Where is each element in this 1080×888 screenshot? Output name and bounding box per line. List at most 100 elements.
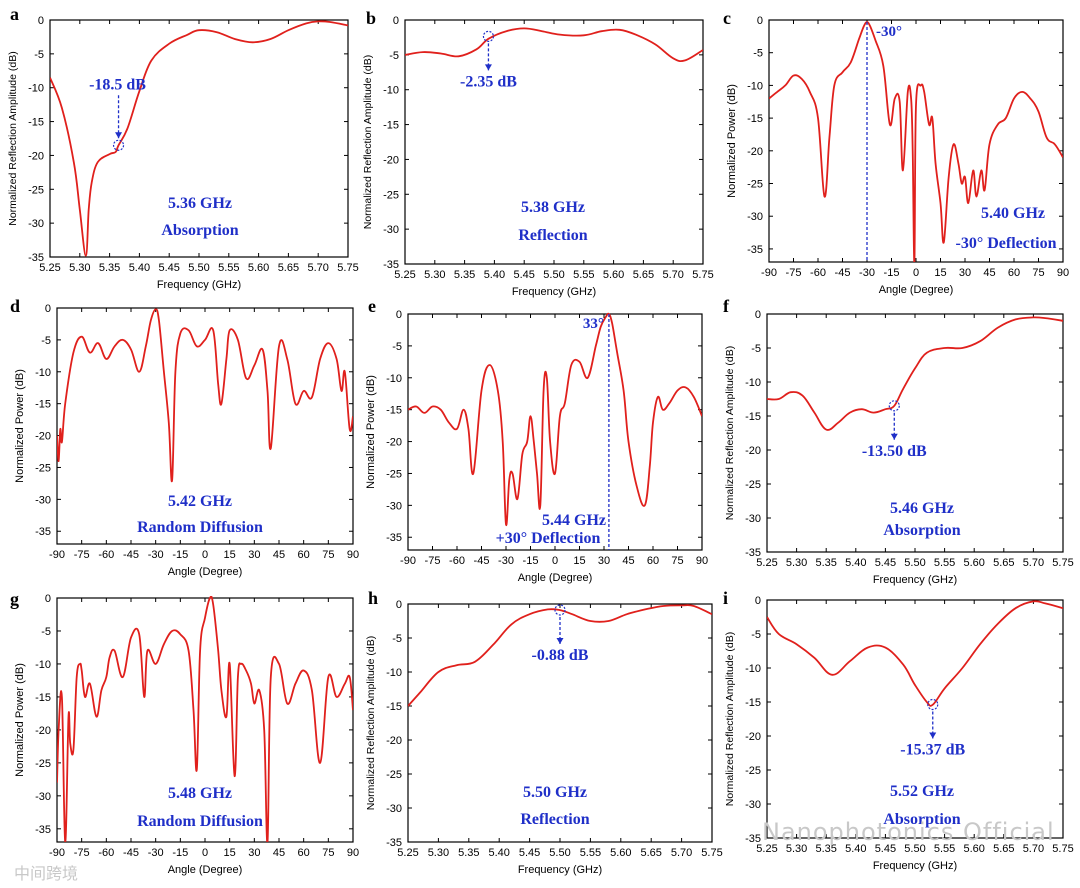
watermark-right: Nanophotonics Official [762,818,1055,846]
x-tick-label: 5.75 [692,269,713,281]
series-line [767,600,1063,707]
annotation-marker [482,30,495,42]
caption-frequency: 5.36 GHz [168,195,232,212]
x-tick-label: 5.30 [69,262,90,274]
series-line [405,27,703,63]
x-tick-label: 5.40 [488,847,509,859]
x-axis-label: Frequency (GHz) [873,574,957,586]
x-tick-label: 15 [224,549,236,561]
caption-frequency: 5.38 GHz [521,199,585,216]
annotation-marker [888,400,900,412]
panel-label: c [723,8,731,28]
y-axis-label: Normalized Power (dB) [365,375,377,489]
y-tick-label: -35 [745,833,761,845]
y-tick-label: -20 [383,154,399,166]
y-tick-label: -25 [386,468,402,480]
annotation-label: 33° [583,316,604,332]
series-line [57,596,353,842]
x-tick-label: 5.30 [424,269,445,281]
x-tick-label: 0 [202,549,208,561]
x-tick-label: 5.45 [875,557,896,569]
y-tick-label: -35 [383,259,399,271]
x-tick-label: 5.65 [278,262,299,274]
caption-mode: Absorption [161,222,238,239]
y-tick-label: -35 [747,244,763,256]
y-tick-label: 0 [755,595,761,607]
x-tick-label: 5.70 [671,847,692,859]
y-tick-label: -15 [386,405,402,417]
x-tick-label: 5.35 [815,557,836,569]
annotation-marker [927,698,939,711]
y-tick-label: -30 [35,791,51,803]
caption-frequency: 5.40 GHz [981,205,1045,222]
y-tick-label: -35 [386,837,402,849]
series-line [767,316,1063,431]
y-tick-label: -20 [35,431,51,443]
series-line [50,20,348,257]
caption-frequency: 5.46 GHz [890,500,954,517]
panel-label: f [723,296,730,316]
y-tick-label: -30 [386,803,402,815]
x-tick-label: -15 [172,549,188,561]
panel-label: a [10,4,19,24]
series-line [408,604,712,707]
x-tick-label: 5.35 [99,262,120,274]
y-tick-label: -30 [745,799,761,811]
y-tick-label: 0 [755,309,761,321]
panel-a: a 5.25 5.30 5.35 5.40 5.45 5.50 5.55 5.60 5.65 5.7… [7,4,359,291]
x-tick-label: 5.70 [307,262,328,274]
x-tick-label: 5.55 [580,847,601,859]
caption-mode: Absorption [883,522,960,539]
x-tick-label: 5.65 [640,847,661,859]
x-tick-label: -30 [859,267,875,279]
annotation-marker [554,604,566,616]
x-tick-label: 5.40 [845,557,866,569]
x-tick-label: 90 [347,847,359,859]
annotation-label: -13.50 dB [862,443,927,460]
x-tick-label: -75 [786,267,802,279]
y-tick-label: -35 [35,824,51,836]
y-tick-label: -20 [745,731,761,743]
y-tick-label: -20 [35,725,51,737]
caption-mode: Random Diffusion [137,813,263,830]
y-tick-label: -25 [745,765,761,777]
x-tick-label: -60 [98,847,114,859]
x-tick-label: 5.40 [845,843,866,855]
x-tick-label: 5.30 [786,557,807,569]
y-tick-label: -20 [386,735,402,747]
x-tick-label: -90 [761,267,777,279]
x-tick-label: 5.25 [394,269,415,281]
panel-label: i [723,588,728,608]
x-tick-label: 5.75 [701,847,722,859]
x-tick-label: 5.60 [603,269,624,281]
y-tick-label: -20 [747,146,763,158]
x-tick-label: 5.25 [397,847,418,859]
x-tick-label: 60 [647,555,659,567]
x-tick-label: 5.55 [934,557,955,569]
caption-frequency: 5.48 GHz [168,785,232,802]
x-tick-label: 5.35 [815,843,836,855]
panel-label: g [10,589,19,609]
series-line [769,21,1063,262]
x-tick-label: 45 [273,549,285,561]
caption-frequency: 5.42 GHz [168,493,232,510]
y-tick-label: 0 [38,15,44,27]
x-tick-label: 5.45 [513,269,534,281]
x-tick-label: 45 [983,267,995,279]
x-tick-label: 5.25 [756,843,777,855]
panel-label: d [10,296,20,316]
y-tick-label: -10 [35,659,51,671]
y-tick-label: -35 [28,252,44,264]
y-tick-label: -30 [745,513,761,525]
x-tick-label: 60 [1008,267,1020,279]
y-tick-label: -10 [35,367,51,379]
y-tick-label: -5 [392,633,402,645]
y-tick-label: -5 [389,50,399,62]
x-axis-label: Angle (Degree) [518,572,593,584]
y-axis-label: Normalized Power (dB) [14,663,26,777]
x-tick-label: 75 [322,847,334,859]
x-tick-label: -30 [148,549,164,561]
y-tick-label: -25 [35,462,51,474]
plot-frame [56,597,354,843]
